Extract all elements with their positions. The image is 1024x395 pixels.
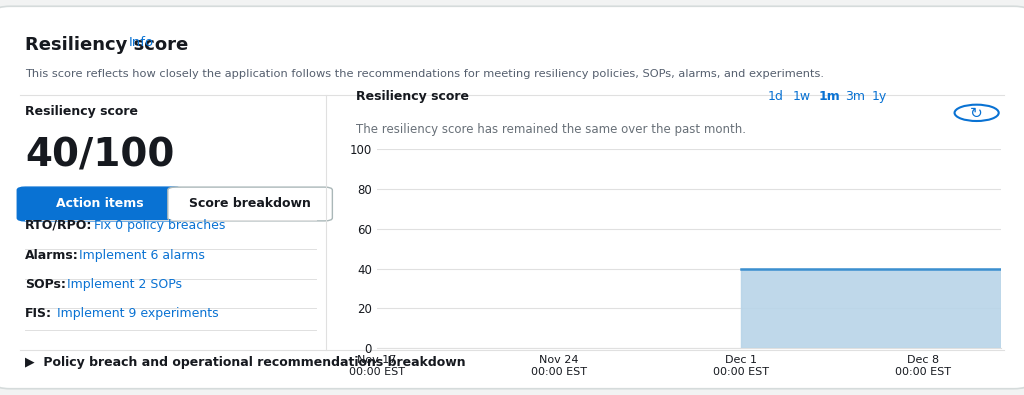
Text: 40/100: 40/100 xyxy=(26,136,175,174)
Text: 1y: 1y xyxy=(871,90,887,103)
Text: Resiliency score: Resiliency score xyxy=(26,36,188,54)
Text: Info: Info xyxy=(129,36,154,49)
Text: FIS:: FIS: xyxy=(26,307,52,320)
Text: SOPs:: SOPs: xyxy=(26,278,67,291)
Text: Implement 9 experiments: Implement 9 experiments xyxy=(57,307,219,320)
Text: 1d: 1d xyxy=(768,90,783,103)
Text: The resiliency score has remained the same over the past month.: The resiliency score has remained the sa… xyxy=(356,123,746,136)
Polygon shape xyxy=(741,269,1001,348)
Text: Fix 0 policy breaches: Fix 0 policy breaches xyxy=(93,219,225,232)
Text: Alarms:: Alarms: xyxy=(26,248,79,261)
Text: 3m: 3m xyxy=(845,90,865,103)
Text: Action items: Action items xyxy=(55,198,143,210)
Text: 1m: 1m xyxy=(818,90,840,103)
Text: Resiliency score: Resiliency score xyxy=(356,90,469,103)
Text: ↻: ↻ xyxy=(971,106,983,121)
Text: Resiliency score: Resiliency score xyxy=(26,105,138,118)
Text: Score breakdown: Score breakdown xyxy=(189,198,311,210)
Text: ▶  Policy breach and operational recommendations breakdown: ▶ Policy breach and operational recommen… xyxy=(26,356,466,369)
Text: Implement 6 alarms: Implement 6 alarms xyxy=(80,248,206,261)
Text: This score reflects how closely the application follows the recommendations for : This score reflects how closely the appl… xyxy=(26,70,824,79)
Text: 1w: 1w xyxy=(793,90,811,103)
FancyBboxPatch shape xyxy=(17,187,182,221)
Text: RTO/RPO:: RTO/RPO: xyxy=(26,219,92,232)
FancyBboxPatch shape xyxy=(0,6,1024,389)
Text: Implement 2 SOPs: Implement 2 SOPs xyxy=(68,278,182,291)
FancyBboxPatch shape xyxy=(168,187,333,221)
